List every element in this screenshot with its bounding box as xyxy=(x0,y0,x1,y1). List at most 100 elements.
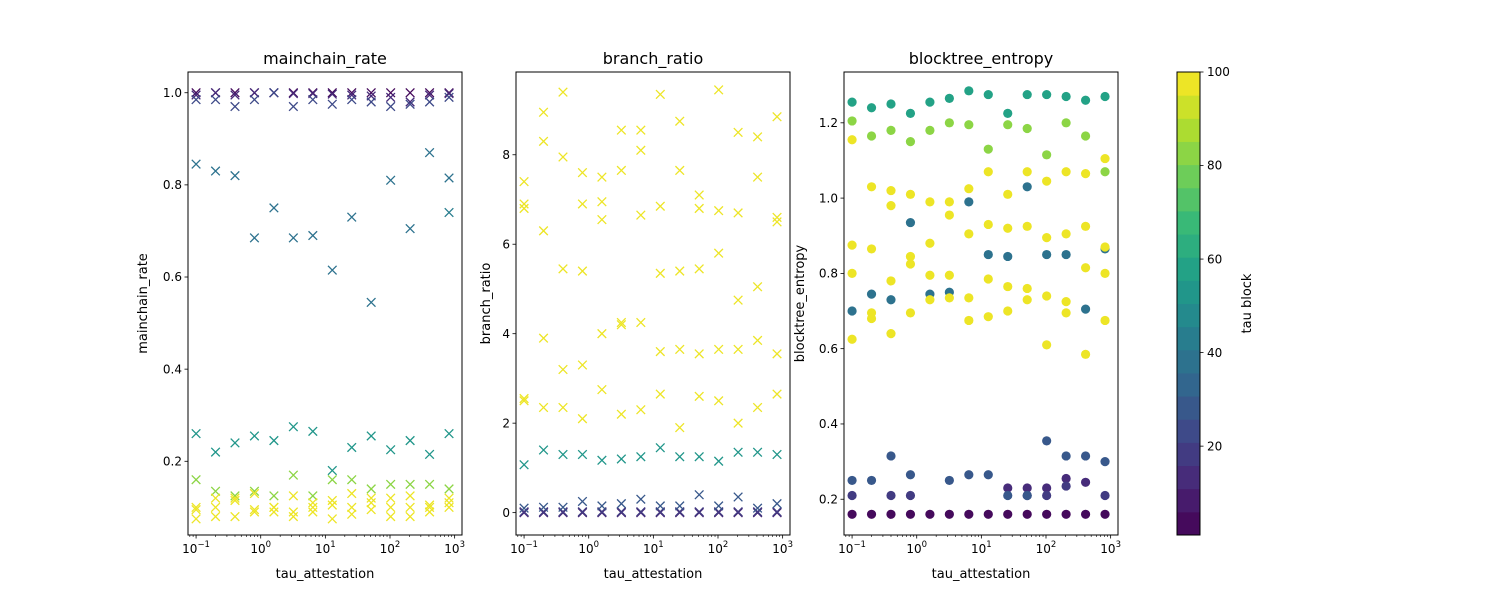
blocktree-entropy-point xyxy=(1003,108,1013,119)
mainchain-rate-point xyxy=(366,493,376,503)
colorbar-bands xyxy=(1177,72,1200,536)
blocktree-entropy-point xyxy=(1042,176,1052,186)
blocktree-entropy-point xyxy=(866,475,877,486)
branch-ratio-point xyxy=(558,506,568,517)
blocktree-entropy-point xyxy=(905,509,916,519)
branch-ratio-point xyxy=(597,455,607,466)
mainchain-rate-point xyxy=(230,493,240,503)
blocktree-entropy-point xyxy=(1003,509,1013,519)
colorbar-band xyxy=(1177,326,1200,351)
mainchain-rate-point xyxy=(444,92,454,103)
branch-ratio-point xyxy=(519,396,529,406)
mainchain-rate-point xyxy=(346,212,357,222)
blocktree-entropy-point xyxy=(1042,509,1052,519)
branch-ratio-point xyxy=(616,165,627,176)
blocktree-entropy-point xyxy=(1022,221,1032,231)
branch-ratio-point xyxy=(636,210,646,220)
blocktree-entropy-y-tick-label: 0.6 xyxy=(819,342,838,356)
branch-ratio-point xyxy=(655,443,666,453)
blocktree-entropy-point xyxy=(866,289,877,299)
mainchain-rate-title: mainchain_rate xyxy=(263,49,387,69)
blocktree-entropy-point xyxy=(866,182,877,192)
branch-ratio-point xyxy=(597,328,607,339)
branch-ratio-point xyxy=(616,454,627,464)
branch-ratio-point xyxy=(558,87,568,97)
blocktree-entropy-point xyxy=(944,475,954,486)
mainchain-rate-point xyxy=(366,97,376,107)
mainchain-rate-point xyxy=(191,87,201,98)
blocktree-entropy-point xyxy=(983,312,993,322)
mainchain-rate-point xyxy=(308,491,318,501)
mainchain-rate-point xyxy=(346,502,357,513)
branch-ratio-point xyxy=(733,492,743,502)
branch-ratio-point xyxy=(674,422,685,433)
branch-ratio-point xyxy=(655,201,666,211)
mainchain-rate-point xyxy=(230,101,240,112)
blocktree-entropy-point xyxy=(847,334,857,344)
blocktree-entropy-point xyxy=(1100,509,1110,519)
branch-ratio-y-tick-label: 6 xyxy=(502,237,510,251)
branch-ratio-point xyxy=(636,494,646,504)
branch-ratio-point xyxy=(772,349,782,359)
mainchain-rate-point xyxy=(385,502,396,513)
mainchain-rate-point xyxy=(210,502,221,513)
blocktree-entropy-point xyxy=(983,509,993,519)
branch-ratio-point xyxy=(519,203,529,214)
blocktree-entropy-point xyxy=(1003,490,1013,501)
mainchain-rate-point xyxy=(288,511,299,522)
branch-ratio-point xyxy=(558,152,568,162)
branch-ratio-point xyxy=(616,317,627,328)
blocktree-entropy-point xyxy=(1061,509,1071,519)
branch-ratio-point xyxy=(713,501,724,511)
branch-ratio-point xyxy=(674,501,685,511)
branch-ratio-point xyxy=(597,214,607,225)
mainchain-rate-point xyxy=(288,470,299,480)
blocktree-entropy-y-tick-label: 1.0 xyxy=(819,191,838,205)
blocktree-entropy-point xyxy=(1003,223,1013,233)
branch-ratio-point xyxy=(772,389,782,399)
branch-ratio-point xyxy=(519,199,529,209)
branch-ratio-point xyxy=(733,447,743,458)
blocktree-entropy-point xyxy=(1061,249,1071,260)
mainchain-rate-point xyxy=(366,504,376,515)
mainchain-rate-point xyxy=(191,159,201,169)
branch-ratio-point xyxy=(752,132,763,142)
blocktree-entropy-point xyxy=(1100,456,1110,467)
mainchain-rate-point xyxy=(230,90,240,100)
blocktree-entropy-point xyxy=(1022,89,1032,100)
mainchain-rate-point xyxy=(346,442,357,453)
branch-ratio-point xyxy=(538,107,549,118)
branch-ratio-point xyxy=(674,266,685,276)
branch-ratio-y-tick-label: 2 xyxy=(502,416,510,430)
blocktree-entropy-point xyxy=(964,197,974,207)
branch-ratio-point xyxy=(752,281,763,292)
mainchain-rate-y-ticks: 0.2 0.4 0.6 0.8 1.0 xyxy=(163,86,188,468)
colorbar-tick-label: 20 xyxy=(1207,439,1222,453)
mainchain-rate-point xyxy=(405,223,415,234)
mainchain-rate-point xyxy=(230,170,240,181)
mainchain-rate-point xyxy=(444,493,454,503)
mainchain-rate-point xyxy=(327,500,338,510)
colorbar-band xyxy=(1177,210,1200,235)
branch-ratio-point xyxy=(694,264,704,274)
blocktree-entropy-point xyxy=(1080,95,1091,105)
mainchain-rate-point xyxy=(288,421,299,432)
blocktree-entropy-point xyxy=(944,197,954,207)
branch-ratio-point xyxy=(597,172,607,182)
mainchain-rate-point xyxy=(444,207,454,218)
branch-ratio-point xyxy=(577,360,588,370)
mainchain-rate-point xyxy=(288,491,299,501)
mainchain-rate-point xyxy=(210,166,221,176)
blocktree-entropy-point xyxy=(964,120,974,130)
blocktree-entropy-point xyxy=(886,295,896,305)
branch-ratio-point xyxy=(713,344,724,355)
branch-ratio-point xyxy=(733,208,743,218)
branch-ratio-point xyxy=(519,460,529,470)
branch-ratio-point xyxy=(655,389,666,399)
blocktree-entropy-point xyxy=(1080,131,1091,141)
mainchain-rate-point xyxy=(405,491,415,501)
branch-ratio-point xyxy=(558,264,568,274)
blocktree-entropy-point xyxy=(886,276,896,286)
blocktree-entropy-point xyxy=(866,103,877,113)
mainchain-rate-point xyxy=(424,90,435,100)
